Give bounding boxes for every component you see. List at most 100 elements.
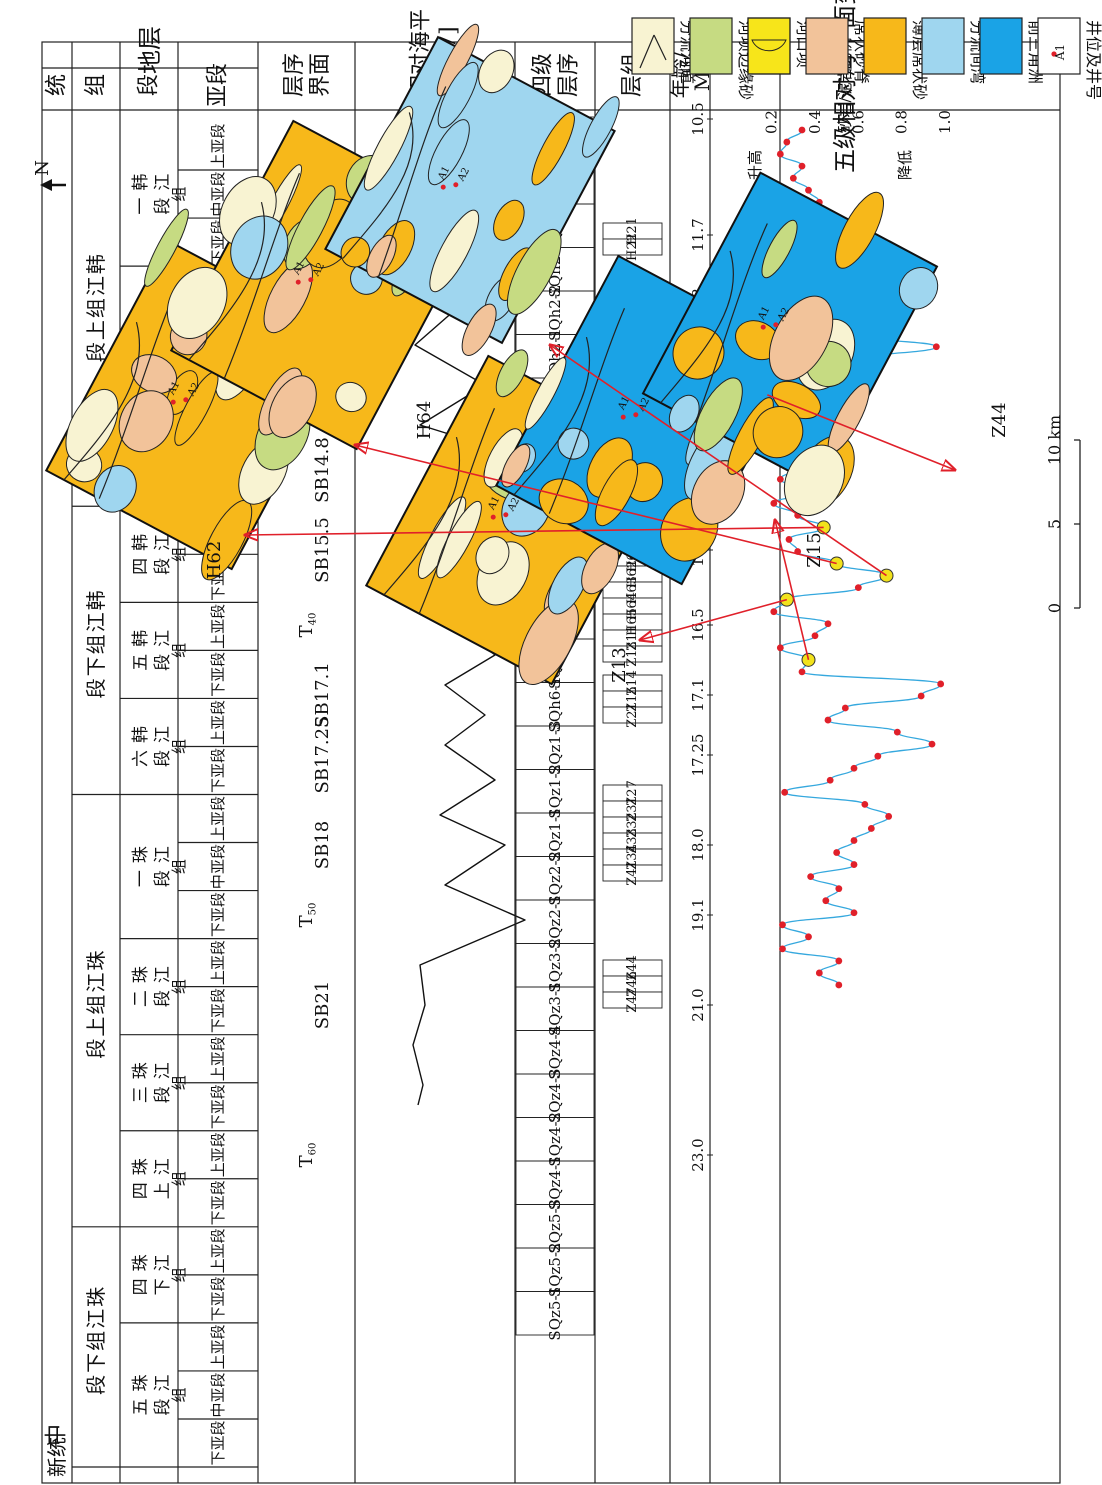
fourth-order-label: SQz4-3	[546, 1068, 564, 1123]
boundary-label: T40	[296, 613, 318, 638]
data-point	[937, 680, 945, 688]
fourth-order-label: SQz4-4	[546, 1025, 564, 1080]
submember-label: 下亚段	[209, 892, 227, 937]
data-point	[815, 969, 823, 977]
data-point	[781, 788, 789, 796]
layer-group-label: Z33	[625, 828, 640, 854]
data-point	[826, 776, 834, 784]
age-label: 23.0	[689, 1138, 707, 1171]
fourth-order-label: SQz3-1	[546, 981, 564, 1036]
member-label: 段	[153, 1086, 173, 1103]
facies-maps: A1A2H62A1A2H64A1A2H65A1A2Z13A1A2Z15A1A2Z…	[44, 23, 1010, 686]
data-point	[776, 475, 784, 483]
data-point	[779, 921, 786, 929]
system-name: 中	[45, 1424, 70, 1446]
data-point	[822, 897, 830, 905]
legend-swatch	[863, 17, 907, 75]
well-marker	[183, 397, 189, 403]
formation-label: 下	[84, 656, 108, 676]
boundary-label: T50	[296, 903, 318, 928]
submember-label: 下亚段	[209, 1420, 227, 1465]
member-label: 六	[131, 750, 151, 767]
member-label: 江	[153, 174, 173, 191]
system-name: 新统	[45, 1437, 69, 1477]
well-marker	[490, 514, 496, 520]
data-point	[776, 150, 784, 158]
layer-group-label: Z32	[625, 812, 640, 838]
legend-swatch	[921, 17, 965, 75]
formation-label: 上	[84, 320, 108, 340]
layer-group-box	[602, 645, 663, 663]
member-label: 组	[170, 547, 188, 562]
member-label: 五	[131, 1398, 151, 1415]
formation-label: 组	[84, 995, 108, 1015]
member-label: 组	[170, 187, 188, 202]
channel-line	[660, 250, 734, 404]
channel-line	[383, 436, 461, 596]
age-label: 10.5	[689, 102, 707, 135]
ratio-axis-tick: 1.0	[936, 110, 954, 134]
fourth-order-label: SQz5-1	[546, 1286, 564, 1341]
layer-group-box	[602, 238, 663, 256]
data-point	[854, 584, 862, 592]
channel-line	[342, 112, 414, 259]
submember-label: 上亚段	[209, 1132, 227, 1177]
formation-label: 段	[84, 342, 108, 362]
facies-patch	[547, 556, 589, 615]
member-label: 韩	[131, 534, 151, 551]
member-label: 四	[131, 1182, 151, 1199]
data-point	[783, 138, 791, 146]
data-point	[798, 668, 806, 676]
facies-patch	[475, 536, 510, 575]
formation-label: 江	[84, 612, 108, 632]
data-point	[885, 813, 893, 820]
member-label: 组	[170, 1171, 188, 1186]
well-marker	[633, 412, 639, 418]
age-label: 16.5	[689, 608, 707, 641]
formation-label: 组	[84, 1331, 108, 1351]
fourth-order-label: SQz1-2	[546, 764, 564, 819]
facies-patch	[166, 266, 228, 339]
submember-label: 上亚段	[209, 1324, 227, 1369]
member-label: 珠	[131, 1254, 151, 1271]
data-point	[770, 499, 778, 507]
boundary-subscript: 60	[307, 1143, 318, 1156]
data-point	[805, 933, 812, 941]
boundary-label: SB14.8	[312, 437, 333, 503]
map-label: Z13	[609, 647, 630, 682]
fourth-order-label: SQz4-2	[546, 1112, 564, 1167]
submember-label: 下亚段	[209, 1084, 227, 1129]
submember-label: 上亚段	[209, 940, 227, 985]
facies-patch	[538, 478, 589, 525]
data-point	[776, 644, 784, 652]
header-seq-boundary: 层序	[282, 53, 307, 97]
fourth-order-label: SQz1-1	[546, 807, 564, 862]
data-point	[779, 945, 786, 953]
well-marker	[773, 322, 779, 328]
arrow-h65	[550, 345, 887, 577]
channel-line	[695, 223, 768, 422]
facies-patch	[436, 23, 480, 97]
member-label: 三	[131, 1086, 151, 1103]
data-point	[835, 885, 843, 893]
data-point	[850, 861, 858, 868]
member-label: 二	[131, 990, 151, 1007]
layer-group-label: H22	[625, 233, 640, 261]
member-label: 组	[170, 1075, 188, 1090]
member-label: 段	[153, 198, 173, 215]
map-arrows	[245, 345, 955, 661]
facies-patch	[427, 119, 470, 186]
formation-label: 韩	[84, 590, 108, 610]
well-marker	[170, 399, 176, 405]
member-label: 珠	[131, 1062, 151, 1079]
age-label: 18.0	[689, 828, 707, 861]
layer-group-box	[602, 706, 663, 724]
age-label: 17.1	[689, 678, 707, 711]
submember-label: 下亚段	[209, 1276, 227, 1321]
header-seq-boundary: 界面	[308, 53, 333, 97]
ratio-axis-tick: 0.6	[849, 110, 867, 134]
member-label: 组	[170, 979, 188, 994]
data-point	[798, 126, 806, 134]
channel-line	[513, 336, 591, 496]
